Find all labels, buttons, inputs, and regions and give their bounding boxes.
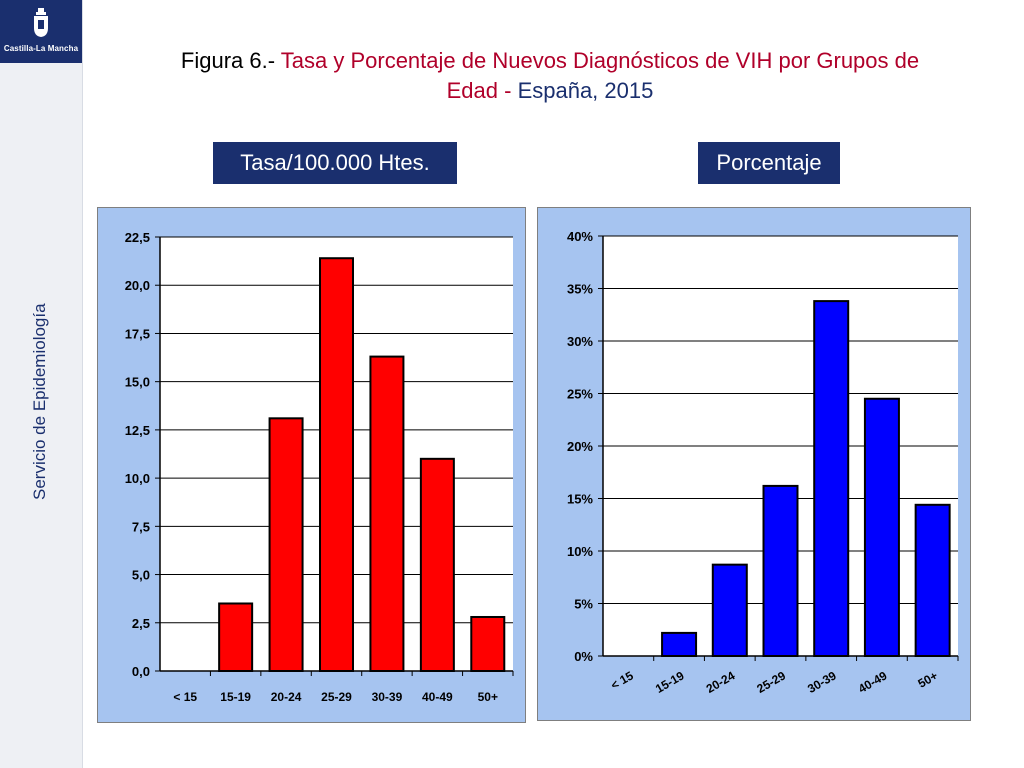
sidebar-label: Servicio de Epidemiología <box>30 303 49 500</box>
bar-50+ <box>914 503 951 657</box>
y-tick-label: 22,5 <box>125 230 150 245</box>
bar-2529 <box>319 257 354 673</box>
y-tick-label: 5% <box>574 597 593 612</box>
bar-3039 <box>813 300 850 657</box>
bar-2024 <box>711 563 748 657</box>
badge-porcentaje: Porcentaje <box>698 142 840 184</box>
logo-text: Castilla-La Mancha <box>3 44 79 53</box>
x-tick-label: 50+ <box>478 690 498 704</box>
bar-1519 <box>218 602 254 672</box>
x-tick-label: 30-39 <box>372 690 403 704</box>
x-tick-label: 15-19 <box>653 668 687 696</box>
chart-tasa-frame: 0,0 2,5 5,0 7,5 10,0 12,5 15,0 17,5 20,0 22,5 < 15… <box>97 207 526 723</box>
title-part1: Tasa y Porcentaje de Nuevos Diagnósticos… <box>275 48 920 73</box>
bar-2529 <box>762 484 799 657</box>
page-title: Figura 6.- Tasa y Porcentaje de Nuevos D… <box>100 46 1000 106</box>
y-tick-label: 40% <box>567 229 593 244</box>
bar-2024 <box>268 417 304 672</box>
bar-3039 <box>369 355 405 672</box>
y-tick-label: 15% <box>567 492 593 507</box>
y-tick-label: 0% <box>574 649 593 664</box>
y-tick-label: 20% <box>567 439 593 454</box>
x-tick-label: 25-29 <box>754 668 788 696</box>
coat-of-arms-icon <box>34 8 48 37</box>
y-tick-label: 2,5 <box>132 616 150 631</box>
y-tick-label: 35% <box>567 282 593 297</box>
y-tick-label: 12,5 <box>125 423 150 438</box>
chart-porcentaje: 0% 5% 10% 15% 20% 25% 30% 35% 40% < 15 15-19 20-24 2… <box>567 229 959 696</box>
x-tick-label: < 15 <box>608 668 636 692</box>
y-tick-label: 15,0 <box>125 375 150 390</box>
y-tick-label: 25% <box>567 387 593 402</box>
y-tick-label: 0,0 <box>132 664 150 679</box>
y-tick-label: 17,5 <box>125 326 150 341</box>
chart-porcentaje-frame: 0% 5% 10% 15% 20% 25% 30% 35% 40% < 15 15-19 20-24 2… <box>537 207 971 721</box>
bar-1519 <box>661 631 698 657</box>
x-tick-label: 20-24 <box>271 690 302 704</box>
bar-4049 <box>419 457 455 672</box>
logo: Castilla-La Mancha <box>0 0 82 63</box>
title-part2: Edad - <box>446 78 512 103</box>
chart-tasa: 0,0 2,5 5,0 7,5 10,0 12,5 15,0 17,5 20,0 22,5 < 15… <box>125 230 514 704</box>
x-tick-label: 40-49 <box>422 690 453 704</box>
x-tick-label: 15-19 <box>220 690 251 704</box>
x-tick-label: 20-24 <box>704 668 738 696</box>
x-tick-label: 40-49 <box>856 668 890 696</box>
bar-4049 <box>863 397 900 657</box>
y-tick-label: 7,5 <box>132 519 150 534</box>
badge-tasa: Tasa/100.000 Htes. <box>213 142 457 184</box>
y-tick-label: 10% <box>567 544 593 559</box>
y-tick-label: 20,0 <box>125 278 150 293</box>
y-tick-label: 10,0 <box>125 471 150 486</box>
y-tick-label: 5,0 <box>132 568 150 583</box>
x-tick-label: < 15 <box>173 690 197 704</box>
sidebar: Castilla-La Mancha Servicio de Epidemiol… <box>0 0 83 768</box>
bar-50+ <box>470 615 506 673</box>
x-tick-label: 50+ <box>916 668 941 690</box>
x-tick-label: 25-29 <box>321 690 352 704</box>
title-part3: España, 2015 <box>511 78 654 103</box>
y-tick-label: 30% <box>567 334 593 349</box>
title-prefix: Figura 6.- <box>180 48 276 73</box>
x-tick-label: 30-39 <box>805 668 839 696</box>
